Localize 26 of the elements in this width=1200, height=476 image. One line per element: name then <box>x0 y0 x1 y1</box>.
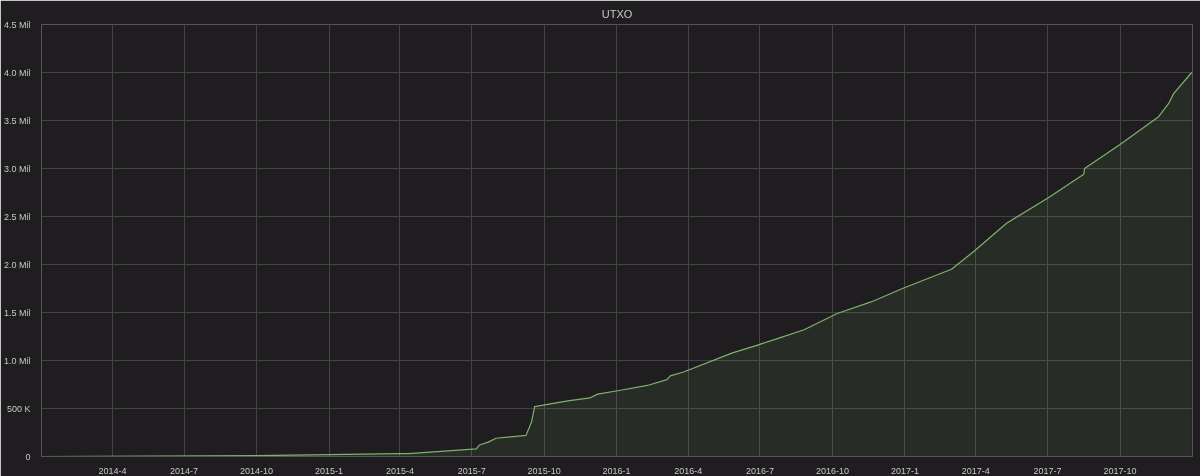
x-tick-label: 2017-4 <box>961 465 990 476</box>
y-tick-label: 0 <box>25 451 31 462</box>
x-tick-label: 2015-10 <box>527 465 561 476</box>
y-tick-label: 2.5 Mil <box>3 211 31 222</box>
y-tick-label: 4.5 Mil <box>3 19 31 30</box>
y-tick-label: 500 K <box>6 403 31 414</box>
x-tick-label: 2014-4 <box>98 465 127 476</box>
y-tick-label: 2.0 Mil <box>3 259 31 270</box>
chart-title: UTXO <box>601 7 633 20</box>
y-tick-label: 4.0 Mil <box>3 67 31 78</box>
x-tick-label: 2016-1 <box>602 465 631 476</box>
x-tick-label: 2016-4 <box>674 465 703 476</box>
x-tick-label: 2015-7 <box>457 465 486 476</box>
y-tick-label: 3.0 Mil <box>3 163 31 174</box>
x-tick-label: 2015-1 <box>315 465 344 476</box>
x-tick-label: 2017-10 <box>1103 465 1137 476</box>
x-tick-label: 2016-10 <box>815 465 849 476</box>
x-tick-label: 2014-10 <box>240 465 274 476</box>
x-tick-label: 2017-7 <box>1033 465 1062 476</box>
y-tick-label: 1.5 Mil <box>3 307 31 318</box>
y-tick-label: 1.0 Mil <box>3 355 31 366</box>
y-tick-label: 3.5 Mil <box>3 115 31 126</box>
x-tick-label: 2015-4 <box>385 465 414 476</box>
x-tick-label: 2014-7 <box>170 465 199 476</box>
x-tick-label: 2017-1 <box>890 465 919 476</box>
x-tick-label: 2016-7 <box>745 465 775 476</box>
